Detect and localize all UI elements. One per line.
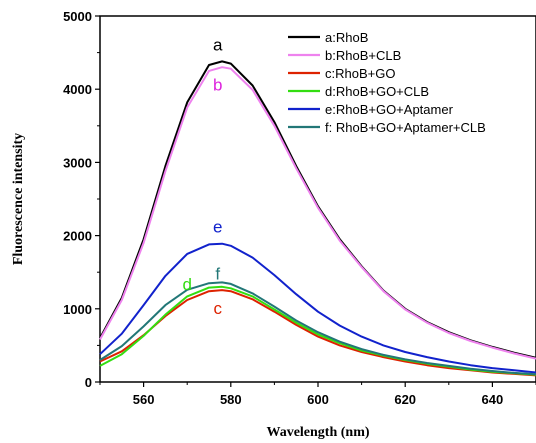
legend-entry-e: e:RhoB+GO+Aptamer: [325, 102, 454, 117]
curve-label-d: d: [182, 275, 191, 294]
legend: a:RhoB b:RhoB+CLB c:RhoB+GO d:RhoB+GO+CLB e:…: [288, 30, 486, 135]
plot-area: [99, 15, 536, 383]
y-tick-label: 4000: [63, 82, 92, 97]
y-tick-label: 2000: [63, 229, 92, 244]
y-tick-label: 1000: [63, 302, 92, 317]
x-axis-title: Wavelength (nm): [266, 425, 369, 440]
legend-entry-a: a:RhoB: [325, 30, 368, 45]
legend-entry-b: b:RhoB+CLB: [325, 48, 401, 63]
x-tick-label: 620: [394, 392, 416, 407]
x-tick-label: 560: [133, 392, 155, 407]
curve-label-layer: a b c d e f: [182, 35, 223, 318]
series-line-b: [99, 66, 536, 360]
x-tick-label: 580: [220, 392, 242, 407]
curve-label-f: f: [215, 265, 220, 284]
plot-frame: [99, 15, 536, 383]
series-layer: [99, 60, 536, 377]
x-tick-label: 640: [482, 392, 504, 407]
legend-entry-c: c:RhoB+GO: [325, 66, 395, 81]
legend-entry-d: d:RhoB+GO+CLB: [325, 84, 429, 99]
y-axis-title: Fluorescence intensity: [11, 133, 26, 265]
series-line-f: [99, 281, 536, 376]
curve-label-a: a: [213, 35, 223, 54]
axes: 560 580 600 620 640 0 1000 2000 3000 4000 5000: [63, 9, 536, 407]
series-line-c: [99, 289, 536, 377]
series-line-e: [99, 242, 536, 374]
curve-label-e: e: [213, 218, 222, 237]
curve-label-b: b: [213, 76, 222, 95]
y-tick-label: 5000: [63, 9, 92, 24]
x-tick-label: 600: [307, 392, 329, 407]
curve-label-c: c: [213, 299, 222, 318]
y-tick-label: 3000: [63, 155, 92, 170]
legend-entry-f: f: RhoB+GO+Aptamer+CLB: [325, 120, 486, 135]
series-line-d: [99, 285, 536, 376]
y-tick-label: 0: [85, 375, 92, 390]
